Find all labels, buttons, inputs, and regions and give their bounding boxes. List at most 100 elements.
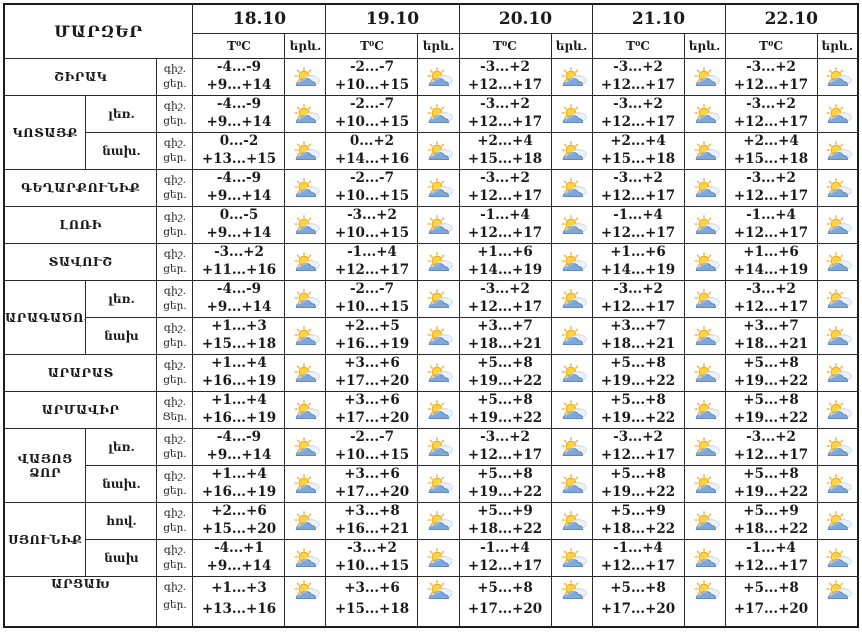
temperature-cell: 0...-5 +9...+14 bbox=[192, 206, 286, 244]
sun-behind-cloud-icon bbox=[693, 66, 720, 86]
weather-icon-cell bbox=[816, 576, 859, 627]
sun-behind-cloud-icon bbox=[560, 580, 587, 600]
table-row: ՏԱՎՈՒՇ գիշ. ցեր. -3...+2 +11...+16 -1...+4 +12… bbox=[3, 243, 859, 281]
temperature-cell: -1...+4 +12...+17 bbox=[591, 206, 685, 244]
night-temp: +3...+7 bbox=[477, 318, 533, 335]
day-label: ցեր. bbox=[163, 522, 187, 534]
day-label: Ցեր. bbox=[162, 411, 188, 423]
weather-icon-cell bbox=[550, 243, 593, 281]
sun-behind-cloud-icon bbox=[693, 251, 720, 271]
temperature-cell: +2...+6 +15...+20 bbox=[192, 502, 286, 540]
day-temp: +14...+19 bbox=[467, 262, 543, 278]
temperature-cell: -3...+2 +12...+17 bbox=[458, 428, 552, 466]
night-label: գիշ. bbox=[163, 62, 187, 75]
weather-icon-cell bbox=[417, 317, 460, 355]
day-temp: +17...+20 bbox=[600, 600, 676, 617]
day-temp: +10...+15 bbox=[334, 188, 410, 204]
day-temp: +16...+21 bbox=[334, 521, 410, 537]
day-temp: +18...+22 bbox=[467, 521, 543, 537]
daynight-labels: գիշ. ցեր. bbox=[156, 95, 194, 133]
night-temp: +5...+8 bbox=[477, 355, 533, 372]
sun-behind-cloud-icon bbox=[560, 66, 587, 86]
table-row: նախ գիշ. ցեր. +1...+3 +15...+18 +2...+5 +16...… bbox=[4, 317, 859, 355]
weather-icon-cell bbox=[417, 95, 460, 133]
weather-icon-cell bbox=[417, 502, 460, 540]
day-label: ցեր. bbox=[163, 599, 187, 612]
temp-header: T⁰C bbox=[458, 33, 552, 59]
sun-behind-cloud-icon bbox=[560, 510, 587, 530]
temperature-cell: +5...+8 +19...+22 bbox=[458, 391, 552, 429]
day-temp: +16...+19 bbox=[201, 410, 277, 426]
temperature-cell: -2...-7 +10...+15 bbox=[325, 95, 419, 133]
region-label: ՏԱՎՈՒՇ bbox=[3, 243, 158, 281]
weather-icon-cell bbox=[284, 280, 327, 318]
night-temp: -1...+4 bbox=[480, 207, 530, 224]
region-label: ԱՐԱԳԱԾՈՏՆ bbox=[3, 280, 87, 355]
night-label: գիշ. bbox=[163, 543, 187, 556]
day-temp: +19...+22 bbox=[467, 410, 543, 426]
night-temp: +1...+3 bbox=[211, 580, 267, 596]
day-temp: +18...+21 bbox=[733, 336, 809, 352]
weather-icon-cell bbox=[550, 354, 593, 392]
temperature-cell: +3...+6 +17...+20 bbox=[325, 465, 419, 503]
day-temp: +12...+17 bbox=[334, 262, 410, 278]
temperature-cell: 0...+2 +14...+16 bbox=[325, 132, 419, 170]
sun-behind-cloud-icon bbox=[826, 177, 852, 197]
temperature-cell: -3...+2 +12...+17 bbox=[591, 95, 685, 133]
weather-icon-cell bbox=[683, 317, 726, 355]
weather-icon-cell bbox=[683, 58, 726, 96]
table-row: նախ. գիշ. ցեր. +1...+4 +16...+19 +3...+6 +17..… bbox=[4, 465, 859, 503]
weather-icon-cell bbox=[417, 428, 460, 466]
night-label: գիշ. bbox=[163, 432, 187, 445]
weather-icon-cell bbox=[816, 354, 859, 392]
weather-header: երև. bbox=[683, 33, 726, 59]
weather-icon-cell bbox=[284, 465, 327, 503]
sun-behind-cloud-icon bbox=[427, 66, 454, 86]
temperature-cell: +5...+9 +18...+22 bbox=[591, 502, 685, 540]
night-temp: -3...+2 bbox=[613, 429, 663, 446]
temperature-cell: -4...-9 +9...+14 bbox=[192, 95, 286, 133]
weather-icon-cell bbox=[284, 428, 327, 466]
night-temp: -3...+2 bbox=[613, 170, 663, 187]
sun-behind-cloud-icon bbox=[294, 547, 321, 567]
day-temp: +12...+17 bbox=[733, 114, 809, 130]
sun-behind-cloud-icon bbox=[826, 436, 852, 456]
temperature-cell: +1...+6 +14...+19 bbox=[458, 243, 552, 281]
weather-icon-cell bbox=[816, 132, 859, 170]
daynight-labels: գիշ. ցեր. bbox=[156, 465, 194, 503]
region-label: ԱՐՄԱՎԻՐ bbox=[3, 391, 158, 429]
date-header: 18.10 bbox=[192, 3, 327, 34]
day-temp: +10...+15 bbox=[334, 299, 410, 315]
day-temp: +15...+18 bbox=[467, 151, 543, 167]
night-temp: +5...+8 bbox=[743, 580, 799, 596]
table-row: ՇԻՐԱԿ գիշ. ցեր. -4...-9 +9...+14 -2...-7 +10..… bbox=[3, 58, 859, 96]
night-temp: -3...+2 bbox=[613, 281, 663, 298]
weather-icon-cell bbox=[284, 317, 327, 355]
day-temp: +19...+22 bbox=[600, 410, 676, 426]
night-temp: -2...-7 bbox=[349, 281, 395, 298]
day-temp: +12...+17 bbox=[600, 225, 676, 241]
sun-behind-cloud-icon bbox=[693, 580, 720, 600]
sun-behind-cloud-icon bbox=[427, 325, 454, 345]
night-label: գիշ. bbox=[163, 395, 187, 408]
night-temp: -3...+2 bbox=[480, 281, 530, 298]
sun-behind-cloud-icon bbox=[693, 325, 720, 345]
weather-icon-cell bbox=[284, 58, 327, 96]
night-temp: +5...+8 bbox=[610, 466, 666, 483]
weather-header: երև. bbox=[417, 33, 460, 59]
sun-behind-cloud-icon bbox=[294, 140, 321, 160]
night-temp: -1...+4 bbox=[480, 540, 530, 557]
region-label: ՍՅՈՒՆԻՔ bbox=[3, 502, 87, 577]
temperature-cell: +3...+7 +18...+21 bbox=[591, 317, 685, 355]
sun-behind-cloud-icon bbox=[560, 214, 587, 234]
night-temp: -3...+2 bbox=[480, 59, 530, 76]
sun-behind-cloud-icon bbox=[560, 547, 587, 567]
day-temp: +12...+17 bbox=[467, 77, 543, 93]
day-temp: +10...+15 bbox=[334, 77, 410, 93]
night-temp: +5...+9 bbox=[610, 503, 666, 520]
sun-behind-cloud-icon bbox=[560, 251, 587, 271]
temperature-cell: -1...+4 +12...+17 bbox=[724, 206, 818, 244]
sun-behind-cloud-icon bbox=[294, 177, 321, 197]
temperature-cell: +1...+6 +14...+19 bbox=[724, 243, 818, 281]
header-row-sub: T⁰C երև. T⁰C երև. T⁰C երև. T⁰C երև. T⁰C … bbox=[4, 33, 859, 59]
